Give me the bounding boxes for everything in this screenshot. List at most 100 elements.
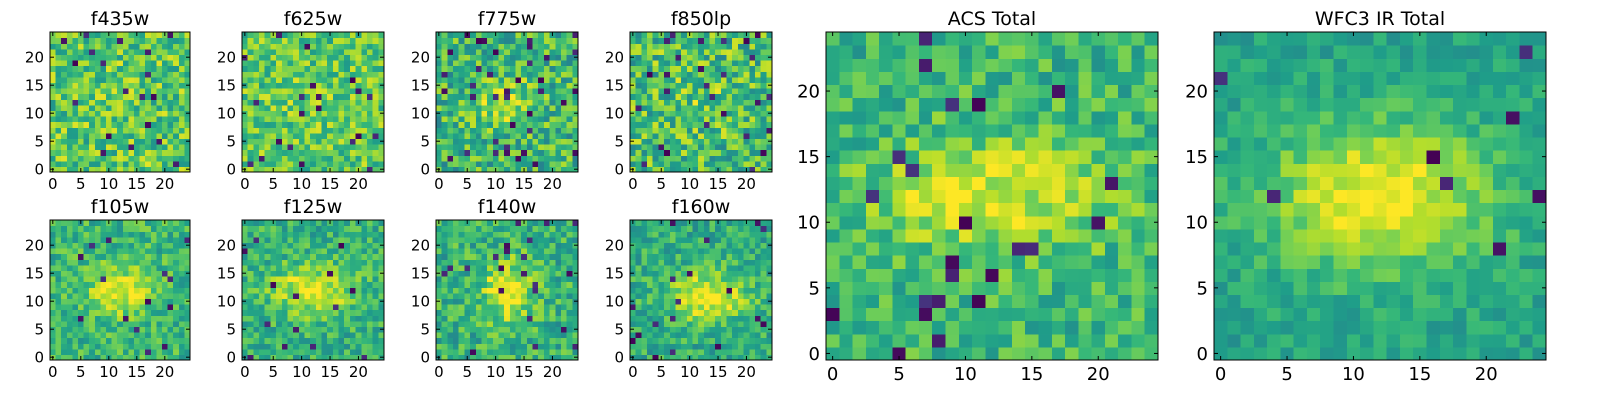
- heatmap-cell: [321, 104, 328, 111]
- heatmap-cell: [447, 43, 454, 50]
- heatmap-cell: [253, 149, 260, 156]
- heatmap-cell: [134, 264, 141, 271]
- heatmap-cell: [242, 259, 249, 266]
- heatmap-cell: [83, 270, 90, 277]
- heatmap-cell: [253, 270, 260, 277]
- heatmap-cell: [681, 343, 688, 350]
- heatmap-cell: [641, 292, 648, 299]
- heatmap-cell: [304, 71, 311, 78]
- heatmap-cell: [89, 37, 96, 44]
- heatmap-cell: [150, 71, 157, 78]
- heatmap-cell: [630, 127, 637, 134]
- heatmap-cell: [111, 264, 118, 271]
- heatmap-cell: [566, 65, 573, 72]
- heatmap-cell: [715, 110, 722, 117]
- heatmap-cell: [378, 264, 385, 271]
- heatmap-cell: [298, 292, 306, 299]
- heatmap-cell: [436, 121, 443, 128]
- heatmap-cell: [726, 287, 733, 294]
- heatmap-cell: [117, 242, 124, 249]
- heatmap-cell: [134, 225, 141, 232]
- heatmap-cell: [498, 32, 505, 39]
- heatmap-cell: [281, 348, 289, 355]
- heatmap-cell: [242, 264, 249, 271]
- heatmap-cell: [61, 110, 68, 117]
- heatmap-cell: [100, 354, 107, 361]
- heatmap-cell: [327, 71, 334, 78]
- heatmap-cell: [156, 71, 163, 78]
- heatmap-cell: [264, 127, 271, 134]
- heatmap-cell: [560, 88, 568, 95]
- heatmap-cell: [355, 48, 362, 55]
- heatmap-cell: [242, 155, 249, 162]
- heatmap-cell: [532, 231, 539, 238]
- heatmap-cell: [264, 144, 271, 151]
- heatmap-cell: [652, 155, 659, 162]
- heatmap-cell: [760, 71, 767, 78]
- heatmap-cell: [647, 337, 654, 344]
- heatmap-cell: [526, 82, 534, 89]
- heatmap-cell: [492, 270, 500, 277]
- heatmap-cell: [487, 259, 494, 266]
- heatmap-cell: [754, 76, 762, 83]
- heatmap-cell: [66, 348, 73, 355]
- heatmap-cell: [304, 259, 311, 266]
- heatmap-cell: [78, 160, 85, 167]
- heatmap-cell: [355, 110, 362, 117]
- heatmap-cell: [94, 166, 101, 173]
- heatmap-cell: [453, 281, 460, 288]
- heatmap-cell: [315, 315, 323, 322]
- heatmap-cell: [526, 132, 534, 139]
- heatmap-cell: [652, 298, 659, 305]
- heatmap-cell: [287, 116, 294, 123]
- heatmap-cell: [538, 231, 545, 238]
- heatmap-cell: [737, 43, 745, 50]
- heatmap-cell: [549, 287, 556, 294]
- heatmap-cell: [572, 320, 579, 327]
- heatmap-cell: [162, 304, 169, 311]
- heatmap-cell: [338, 132, 345, 139]
- heatmap-cell: [652, 121, 659, 128]
- heatmap-cell: [487, 32, 494, 39]
- heatmap-cell: [184, 132, 191, 139]
- heatmap-cell: [173, 127, 180, 134]
- heatmap-cell: [134, 253, 141, 260]
- heatmap-cell: [150, 315, 157, 322]
- heatmap-cell: [521, 60, 528, 67]
- heatmap-cell: [178, 110, 185, 117]
- heatmap-cell: [111, 281, 118, 288]
- heatmap-cell: [498, 138, 505, 145]
- heatmap-cell: [669, 138, 677, 145]
- heatmap-cell: [692, 138, 699, 145]
- heatmap-cell: [464, 298, 471, 305]
- heatmap-cell: [281, 309, 289, 316]
- heatmap-cell: [106, 43, 113, 50]
- heatmap-cell: [760, 144, 767, 151]
- heatmap-cell: [498, 116, 505, 123]
- heatmap-cell: [167, 348, 174, 355]
- heatmap-cell: [264, 320, 271, 327]
- heatmap-cell: [310, 298, 317, 305]
- heatmap-cell: [566, 110, 573, 117]
- heatmap-cell: [560, 264, 568, 271]
- heatmap-cell: [315, 88, 323, 95]
- heatmap-cell: [287, 248, 294, 255]
- heatmap-cell: [532, 71, 539, 78]
- heatmap-cell: [78, 138, 85, 145]
- heatmap-cell: [304, 337, 311, 344]
- heatmap-cell: [61, 132, 68, 139]
- heatmap-cell: [332, 320, 340, 327]
- heatmap-cell: [669, 326, 677, 333]
- heatmap-cell: [572, 104, 579, 111]
- heatmap-cell: [572, 43, 579, 50]
- heatmap-cell: [139, 253, 146, 260]
- heatmap-cell: [72, 71, 79, 78]
- heatmap-cell: [492, 54, 500, 61]
- heatmap-cell: [111, 242, 118, 249]
- heatmap-cell: [293, 166, 300, 173]
- heatmap-cell: [321, 270, 328, 277]
- heatmap-cell: [515, 127, 522, 134]
- heatmap-cell: [766, 121, 773, 128]
- heatmap-cell: [475, 65, 483, 72]
- heatmap-cell: [737, 65, 745, 72]
